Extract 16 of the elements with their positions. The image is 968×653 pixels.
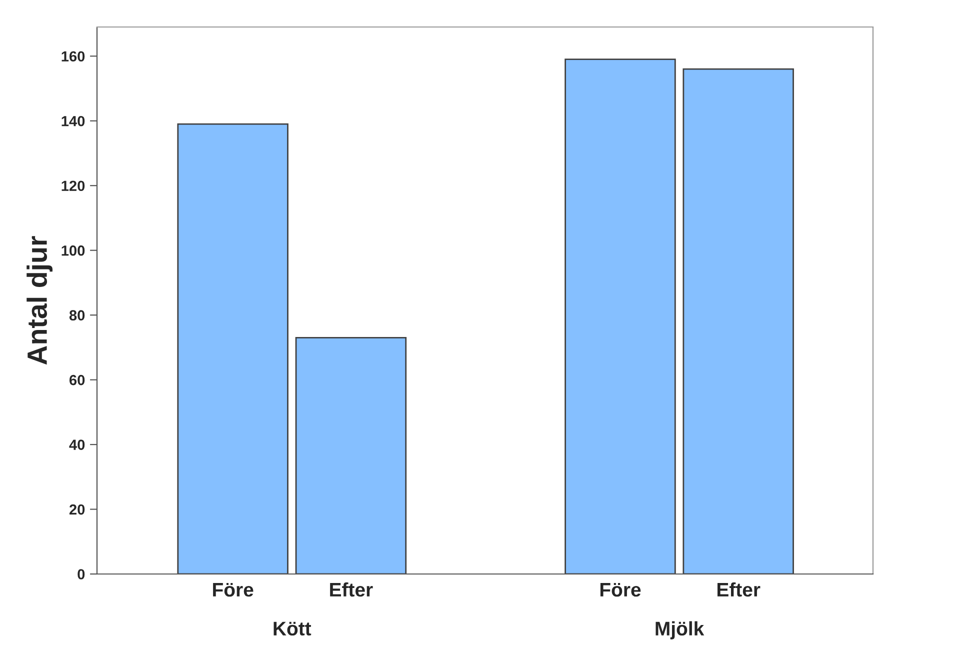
y-tick-label: 20 (69, 504, 85, 515)
x-tick-label: Efter (330, 582, 373, 597)
text: Mjölk (656, 621, 704, 640)
y-axis-title: Antal djur (26, 236, 53, 365)
y-tick-label: 60 (70, 374, 85, 386)
y-tick-label: 160 (62, 51, 85, 62)
y-tick-label: 100 (62, 245, 85, 256)
y-tick-label: 40 (69, 440, 85, 450)
text: Kött (274, 622, 312, 636)
y-tick-label: 140 (62, 116, 85, 126)
y-tick-label: 80 (69, 310, 85, 320)
x-tick-label: Före (600, 582, 641, 597)
x-tick-label: Efter (718, 582, 760, 597)
y-tick-label: 0 (78, 569, 85, 580)
x-tick-label: Före (213, 582, 254, 597)
y-tick-label: 120 (62, 180, 85, 192)
